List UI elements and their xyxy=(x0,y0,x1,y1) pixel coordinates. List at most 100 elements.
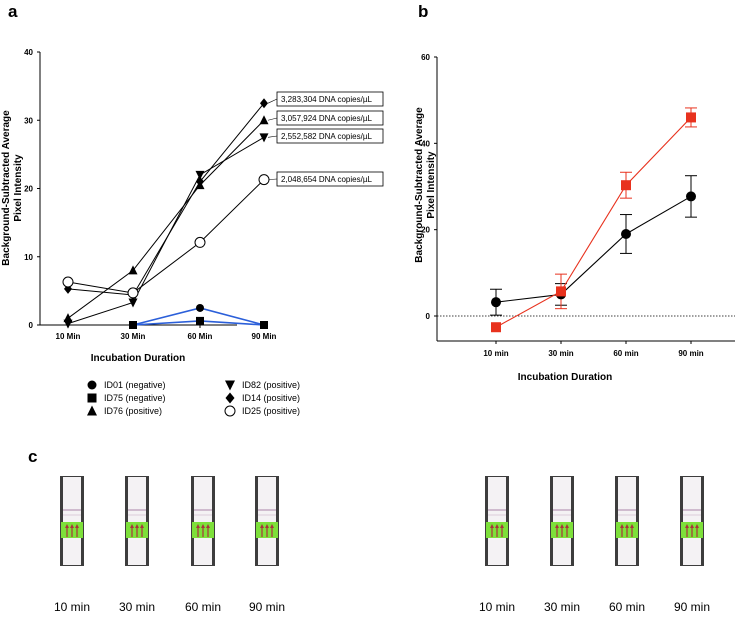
chart-a-point xyxy=(196,316,204,325)
chart-b-ytick-label: 40 xyxy=(421,139,430,148)
strip-label: 30 min xyxy=(119,600,155,614)
test-strip: 60 min xyxy=(609,476,645,614)
chart-b-point xyxy=(491,322,501,333)
legend-label: ID75 (negative) xyxy=(104,393,166,403)
chart-a-annotation-leader xyxy=(267,178,278,180)
chart-b-xtick-label: 10 min xyxy=(483,349,508,358)
chart-b-xtick-label: 30 min xyxy=(548,349,573,358)
strip-label: 10 min xyxy=(54,600,90,614)
chart-b-point xyxy=(621,228,631,239)
chart-a-ytick-label: 0 xyxy=(29,321,34,330)
chart-a-annotation-leader xyxy=(267,117,278,121)
strip-arrow-head xyxy=(260,524,264,528)
legend-label: ID25 (positive) xyxy=(242,406,300,416)
chart-b-xtick-label: 90 min xyxy=(678,349,703,358)
chart-b-xtick-label: 60 min xyxy=(613,349,638,358)
chart-b: 0 20 40 60 10 min 30 min 60 min 90 min Backgro… xyxy=(414,53,735,383)
chart-a-point xyxy=(259,115,269,125)
legend-marker xyxy=(224,405,236,417)
strip-arrow-head xyxy=(620,524,624,528)
chart-b-point xyxy=(621,180,631,191)
chart-a-xlabel: Incubation Duration xyxy=(91,353,185,364)
chart-a-point xyxy=(63,319,73,329)
chart-a: 0 10 20 30 40 10 Min 30 Min 60 Min 90 Min Backg… xyxy=(1,48,384,364)
chart-a-xtick-label: 10 Min xyxy=(56,332,81,341)
strip-arrow-head xyxy=(495,524,499,528)
strip-paper xyxy=(618,477,636,565)
strip-arrow-head xyxy=(270,524,274,528)
legend-label: ID82 (positive) xyxy=(242,380,300,390)
chart-a-point xyxy=(260,98,268,109)
test-strip: 10 min xyxy=(54,476,90,614)
strip-arrow-head xyxy=(70,524,74,528)
chart-a-ytick-label: 40 xyxy=(24,48,33,57)
chart-a-point xyxy=(259,133,269,143)
strip-arrow-head xyxy=(630,524,634,528)
chart-a-point xyxy=(195,170,205,180)
panel-label-c: c xyxy=(28,447,37,466)
strip-arrow-head xyxy=(130,524,134,528)
strip-arrow-head xyxy=(695,524,699,528)
chart-a-point xyxy=(258,174,270,186)
legend-marker xyxy=(225,380,235,391)
chart-a-point xyxy=(128,265,138,275)
strip-label: 10 min xyxy=(479,600,515,614)
chart-a-ylabel-line2: Pixel Intensity xyxy=(13,154,24,222)
test-strip: 90 min xyxy=(249,476,285,614)
test-strip: 90 min xyxy=(674,476,710,614)
strip-arrow-head xyxy=(500,524,504,528)
chart-a-point xyxy=(127,287,139,299)
legend-marker xyxy=(87,405,97,416)
test-strip: 10 min xyxy=(479,476,515,614)
strip-arrow-head xyxy=(560,524,564,528)
strip-paper xyxy=(194,477,212,565)
strip-label: 90 min xyxy=(249,600,285,614)
strip-arrow-head xyxy=(196,524,200,528)
chart-b-series-line xyxy=(495,117,692,328)
chart-a-xtick-label: 30 Min xyxy=(121,332,146,341)
chart-b-series-line xyxy=(495,195,692,303)
chart-a-xtick-label: 60 Min xyxy=(188,332,213,341)
chart-a-annotation-leader xyxy=(267,135,278,138)
chart-a-series-line xyxy=(67,102,265,296)
chart-a-series-line xyxy=(67,179,265,294)
strip-arrow-head xyxy=(75,524,79,528)
legend-marker xyxy=(225,392,235,404)
strip-paper xyxy=(128,477,146,565)
chart-b-xlabel: Incubation Duration xyxy=(518,372,612,383)
strip-label: 60 min xyxy=(609,600,645,614)
strip-arrow-head xyxy=(206,524,210,528)
panel-label-b: b xyxy=(418,2,428,21)
test-strip: 30 min xyxy=(119,476,155,614)
chart-b-point xyxy=(491,297,501,308)
chart-a-point xyxy=(194,236,206,248)
chart-a-point xyxy=(196,176,204,187)
test-strip: 30 min xyxy=(544,476,580,614)
strip-arrow-head xyxy=(490,524,494,528)
strip-paper xyxy=(488,477,506,565)
chart-b-ylabel-line2: Pixel Intensity xyxy=(426,151,437,219)
chart-a-annotation: 3,057,924 DNA copies/µL xyxy=(281,114,372,123)
strip-arrow-head xyxy=(685,524,689,528)
strip-paper xyxy=(683,477,701,565)
strip-arrow-head xyxy=(690,524,694,528)
chart-a-series-line xyxy=(67,136,265,325)
strip-arrow-head xyxy=(565,524,569,528)
chart-a-annotation: 3,283,304 DNA copies/µL xyxy=(281,95,372,104)
chart-b-point xyxy=(556,286,566,297)
strip-label: 60 min xyxy=(185,600,221,614)
test-strip: 60 min xyxy=(185,476,221,614)
chart-a-series-line xyxy=(67,119,265,319)
chart-a-annotation: 2,552,582 DNA copies/µL xyxy=(281,132,372,141)
panel-label-a: a xyxy=(8,2,18,21)
chart-a-ytick-label: 10 xyxy=(24,253,33,262)
strip-arrow-head xyxy=(555,524,559,528)
legend-label: ID76 (positive) xyxy=(104,406,162,416)
legend-label: ID14 (positive) xyxy=(242,393,300,403)
chart-b-ytick-label: 60 xyxy=(421,53,430,62)
strip-arrow-head xyxy=(140,524,144,528)
chart-b-ytick-label: 20 xyxy=(421,226,430,235)
test-strip-panel: 10 min 30 min 60 min 90 min 10 min 30 min 60 m… xyxy=(54,476,710,614)
chart-b-ylabel-line1: Background-Subtracted Average xyxy=(414,107,425,263)
